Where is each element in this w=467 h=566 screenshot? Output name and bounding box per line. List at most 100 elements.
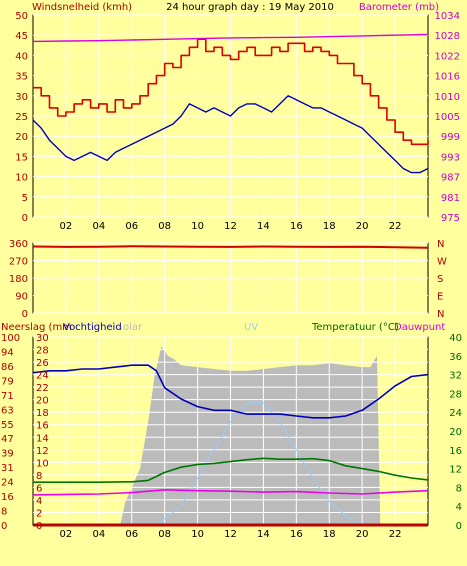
rain-tick-label: 0 bbox=[36, 521, 42, 532]
humidity-axis-label: Vochtigheid bbox=[63, 322, 122, 333]
x-tick-label: 18 bbox=[323, 221, 336, 232]
humidity-tick-label: 94 bbox=[1, 347, 14, 358]
humidity-line bbox=[32, 364, 429, 419]
temperature-tick-label: 12 bbox=[449, 465, 462, 476]
humidity-tick-label: 39 bbox=[1, 449, 14, 460]
y-tick-label: 180 bbox=[9, 274, 28, 285]
compass-label: N bbox=[437, 309, 444, 320]
y-tick-label: 1028 bbox=[435, 31, 460, 42]
temperature-y-axis: 0 4 8 12 16 20 24 28 32 36 40 bbox=[449, 333, 462, 532]
rain-tick-label: 22 bbox=[36, 383, 49, 394]
y-tick-label: 15 bbox=[15, 152, 28, 163]
rain-tick-label: 4 bbox=[36, 496, 42, 507]
graph-title: 24 hour graph day : 19 May 2010 bbox=[166, 2, 334, 13]
x-tick-label: 22 bbox=[389, 221, 402, 232]
x-tick-label: 08 bbox=[158, 529, 171, 540]
x-tick-label: 06 bbox=[125, 221, 138, 232]
x-tick-label: 02 bbox=[60, 221, 73, 232]
y-tick-label: 40 bbox=[15, 51, 28, 62]
humidity-tick-label: 16 bbox=[1, 492, 14, 503]
rain-tick-label: 10 bbox=[36, 458, 49, 469]
y-tick-label: 975 bbox=[441, 213, 460, 224]
humidity-tick-label: 24 bbox=[1, 478, 14, 489]
x-tick-label: 12 bbox=[224, 529, 237, 540]
humidity-tick-label: 8 bbox=[1, 507, 7, 518]
wind_avg-line bbox=[32, 95, 429, 174]
humidity-tick-label: 0 bbox=[1, 521, 7, 532]
y-tick-label: 25 bbox=[15, 112, 28, 123]
y-tick-label: 981 bbox=[441, 193, 460, 204]
rain-tick-label: 8 bbox=[36, 471, 42, 482]
temperature-tick-label: 32 bbox=[449, 371, 462, 382]
x-tick-label: 14 bbox=[257, 221, 270, 232]
rain-tick-label: 30 bbox=[36, 333, 49, 344]
x-tick-label: 04 bbox=[92, 529, 105, 540]
rain-tick-label: 20 bbox=[36, 396, 49, 407]
x-tick-label: 18 bbox=[323, 529, 336, 540]
uv-line bbox=[156, 402, 363, 526]
barometer-y-axis: 975 981 987 993 999 1005 1010 1016 1022 1028 1034 bbox=[435, 11, 460, 224]
solar-series bbox=[120, 346, 381, 525]
rain-tick-label: 12 bbox=[36, 446, 49, 457]
temperature-axis-label: Temperatuur (°C) bbox=[311, 322, 399, 333]
x-tick-label: 10 bbox=[191, 221, 204, 232]
dewpoint-axis-label: Dauwpunt bbox=[394, 322, 445, 333]
x-tick-label: 04 bbox=[92, 221, 105, 232]
compass-label: E bbox=[437, 292, 443, 303]
y-tick-label: 1016 bbox=[435, 72, 460, 83]
compass-label: N bbox=[437, 239, 444, 250]
y-tick-label: 10 bbox=[15, 173, 28, 184]
wind-grid bbox=[33, 14, 428, 218]
humidity-tick-label: 100 bbox=[1, 333, 20, 344]
x-tick-label: 06 bbox=[125, 529, 138, 540]
temp-grid bbox=[33, 336, 428, 526]
rain-tick-label: 26 bbox=[36, 358, 49, 369]
x-tick-label: 20 bbox=[356, 529, 369, 540]
solar-axis-label: olar bbox=[123, 322, 143, 333]
direction-grid bbox=[33, 242, 428, 314]
dewpoint-line bbox=[32, 488, 429, 496]
x-tick-label: 08 bbox=[158, 221, 171, 232]
x-tick-label: 16 bbox=[290, 221, 303, 232]
x-tick-label: 22 bbox=[389, 529, 402, 540]
temperature-tick-label: 0 bbox=[456, 521, 462, 532]
y-tick-label: 35 bbox=[15, 72, 28, 83]
temperature-tick-label: 8 bbox=[456, 483, 462, 494]
rain-tick-label: 6 bbox=[36, 483, 42, 494]
humidity-tick-label: 55 bbox=[1, 420, 14, 431]
x-tick-label: 10 bbox=[191, 529, 204, 540]
x-tick-label: 14 bbox=[257, 529, 270, 540]
humidity-tick-label: 31 bbox=[1, 463, 14, 474]
y-tick-label: 360 bbox=[9, 239, 28, 250]
temperature-tick-label: 36 bbox=[449, 352, 462, 363]
humidity-y-axis: 0 8 16 24 31 39 47 55 63 71 79 86 94 100 bbox=[1, 333, 20, 532]
humidity-tick-label: 86 bbox=[1, 362, 14, 373]
temp-series bbox=[32, 364, 429, 527]
rain-tick-label: 28 bbox=[36, 346, 49, 357]
wind-series bbox=[32, 33, 429, 174]
y-tick-label: 270 bbox=[9, 257, 28, 268]
humidity-tick-label: 71 bbox=[1, 391, 14, 402]
y-tick-label: 0 bbox=[22, 309, 28, 320]
y-tick-label: 993 bbox=[441, 152, 460, 163]
y-tick-label: 1022 bbox=[435, 51, 460, 62]
temperature-line bbox=[33, 457, 429, 484]
uv-axis-label: UV bbox=[244, 322, 258, 333]
x-tick-label: 02 bbox=[60, 529, 73, 540]
y-tick-label: 999 bbox=[441, 132, 460, 143]
solar-area bbox=[120, 346, 381, 525]
x-tick-label: 12 bbox=[224, 221, 237, 232]
rain-tick-label: 2 bbox=[36, 508, 42, 519]
x-tick-label: 16 bbox=[290, 529, 303, 540]
barometer-line bbox=[32, 33, 429, 43]
y-tick-label: 1034 bbox=[435, 11, 460, 22]
rain-tick-label: 16 bbox=[36, 421, 49, 432]
y-tick-label: 50 bbox=[15, 11, 28, 22]
temp-x-axis: 02 04 06 08 10 12 14 16 18 20 22 bbox=[60, 529, 402, 540]
compass-label: S bbox=[437, 274, 443, 285]
wind_gust-line bbox=[33, 38, 429, 146]
